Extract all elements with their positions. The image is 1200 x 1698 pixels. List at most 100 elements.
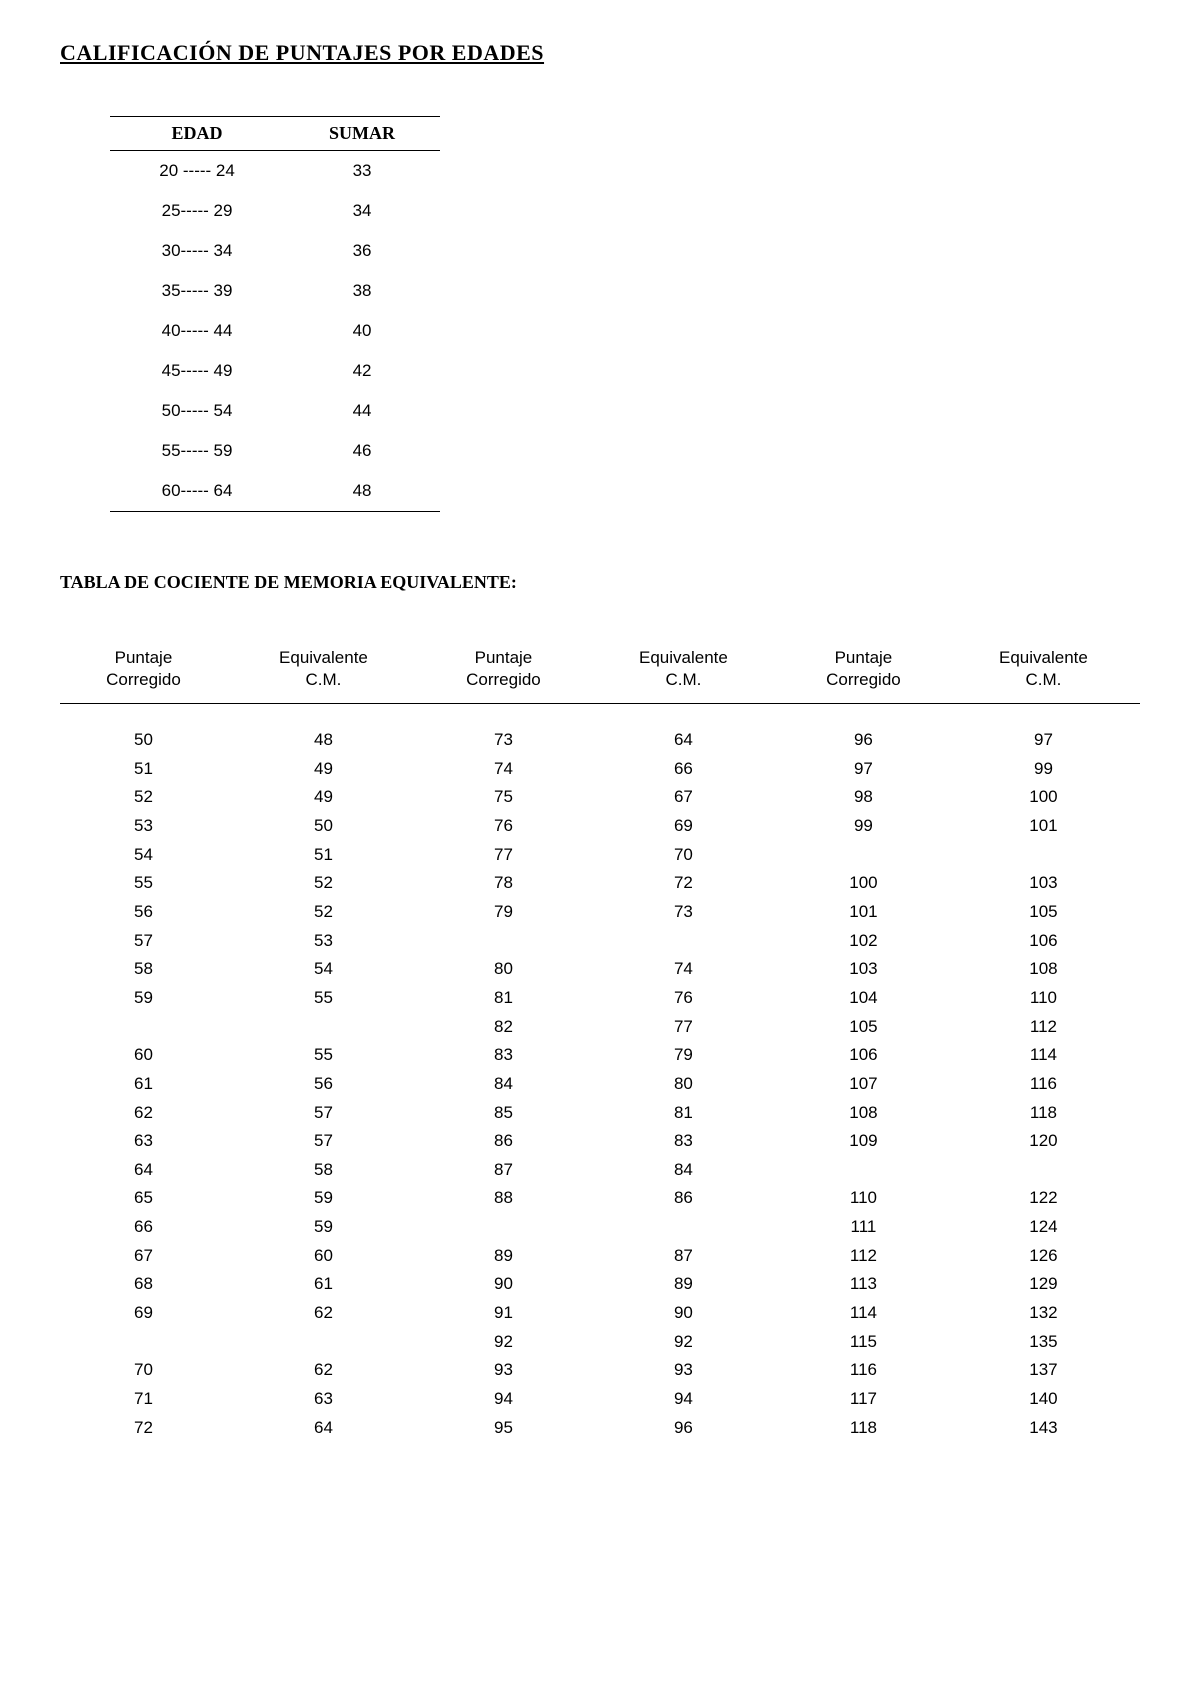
cm-cell: 66 bbox=[587, 755, 780, 784]
cm-cell: 114 bbox=[780, 1299, 947, 1328]
cm-cell: 87 bbox=[420, 1156, 587, 1185]
age-cell-edad: 40----- 44 bbox=[110, 311, 284, 351]
cm-cell: 60 bbox=[227, 1242, 420, 1271]
age-cell-sumar: 48 bbox=[284, 471, 440, 512]
cm-cell: 50 bbox=[227, 812, 420, 841]
cm-cell: 54 bbox=[227, 955, 420, 984]
table-row: 5350766999101 bbox=[60, 812, 1140, 841]
cm-cell: 83 bbox=[587, 1127, 780, 1156]
cm-cell: 51 bbox=[60, 755, 227, 784]
cm-cell: 118 bbox=[780, 1414, 947, 1443]
age-table: EDAD SUMAR 20 ----- 243325----- 293430--… bbox=[110, 116, 440, 512]
cm-cell: 102 bbox=[780, 927, 947, 956]
table-row: 58548074103108 bbox=[60, 955, 1140, 984]
cm-cell: 96 bbox=[780, 726, 947, 755]
cm-cell: 59 bbox=[60, 984, 227, 1013]
cm-cell: 107 bbox=[780, 1070, 947, 1099]
cm-cell: 52 bbox=[227, 898, 420, 927]
cm-cell: 143 bbox=[947, 1414, 1140, 1443]
table-row: 8277105112 bbox=[60, 1013, 1140, 1042]
table-row: 35----- 3938 bbox=[110, 271, 440, 311]
cm-cell: 49 bbox=[227, 783, 420, 812]
cm-cell: 59 bbox=[227, 1184, 420, 1213]
cm-table: PuntajeCorregido EquivalenteC.M. Puntaje… bbox=[60, 643, 1140, 1442]
cm-cell: 64 bbox=[587, 726, 780, 755]
cm-cell: 105 bbox=[947, 898, 1140, 927]
cm-cell: 84 bbox=[420, 1070, 587, 1099]
cm-cell: 132 bbox=[947, 1299, 1140, 1328]
cm-header-2: EquivalenteC.M. bbox=[227, 643, 420, 704]
cm-header-6: EquivalenteC.M. bbox=[947, 643, 1140, 704]
cm-cell: 61 bbox=[227, 1270, 420, 1299]
cm-cell: 63 bbox=[227, 1385, 420, 1414]
cm-cell: 53 bbox=[60, 812, 227, 841]
cm-cell: 90 bbox=[420, 1270, 587, 1299]
cm-cell: 103 bbox=[947, 869, 1140, 898]
cm-cell: 72 bbox=[587, 869, 780, 898]
table-row: 62578581108118 bbox=[60, 1099, 1140, 1128]
cm-cell: 67 bbox=[587, 783, 780, 812]
cm-cell: 100 bbox=[947, 783, 1140, 812]
table-row: 50----- 5444 bbox=[110, 391, 440, 431]
table-row: 5753102106 bbox=[60, 927, 1140, 956]
cm-cell: 101 bbox=[780, 898, 947, 927]
cm-cell bbox=[780, 1156, 947, 1185]
cm-cell bbox=[780, 841, 947, 870]
cm-cell: 62 bbox=[60, 1099, 227, 1128]
cm-cell: 104 bbox=[780, 984, 947, 1013]
age-cell-sumar: 36 bbox=[284, 231, 440, 271]
table-row: 67608987112126 bbox=[60, 1242, 1140, 1271]
cm-cell: 94 bbox=[587, 1385, 780, 1414]
cm-cell: 97 bbox=[947, 726, 1140, 755]
cm-cell: 120 bbox=[947, 1127, 1140, 1156]
cm-cell: 61 bbox=[60, 1070, 227, 1099]
cm-cell: 52 bbox=[227, 869, 420, 898]
age-cell-edad: 25----- 29 bbox=[110, 191, 284, 231]
table-row: 68619089113129 bbox=[60, 1270, 1140, 1299]
cm-cell: 85 bbox=[420, 1099, 587, 1128]
table-row: 9292115135 bbox=[60, 1328, 1140, 1357]
cm-cell: 64 bbox=[60, 1156, 227, 1185]
cm-cell: 73 bbox=[587, 898, 780, 927]
cm-cell: 93 bbox=[587, 1356, 780, 1385]
cm-cell: 116 bbox=[947, 1070, 1140, 1099]
cm-cell: 79 bbox=[420, 898, 587, 927]
table-row: 45----- 4942 bbox=[110, 351, 440, 391]
cm-cell: 56 bbox=[60, 898, 227, 927]
table-row: 25----- 2934 bbox=[110, 191, 440, 231]
cm-cell: 57 bbox=[60, 927, 227, 956]
cm-cell: 73 bbox=[420, 726, 587, 755]
table-row: 504873649697 bbox=[60, 726, 1140, 755]
table-row: 72649596118143 bbox=[60, 1414, 1140, 1443]
cm-cell: 101 bbox=[947, 812, 1140, 841]
cm-header-4: EquivalenteC.M. bbox=[587, 643, 780, 704]
cm-cell: 92 bbox=[587, 1328, 780, 1357]
table-row: 30----- 3436 bbox=[110, 231, 440, 271]
cm-cell: 99 bbox=[780, 812, 947, 841]
cm-cell: 57 bbox=[227, 1099, 420, 1128]
table-row: 59558176104110 bbox=[60, 984, 1140, 1013]
table-row: 60558379106114 bbox=[60, 1041, 1140, 1070]
cm-cell: 76 bbox=[587, 984, 780, 1013]
table-row: 64588784 bbox=[60, 1156, 1140, 1185]
cm-cell: 81 bbox=[587, 1099, 780, 1128]
cm-cell: 112 bbox=[947, 1013, 1140, 1042]
cm-cell: 75 bbox=[420, 783, 587, 812]
table-row: 40----- 4440 bbox=[110, 311, 440, 351]
age-cell-edad: 55----- 59 bbox=[110, 431, 284, 471]
cm-cell: 81 bbox=[420, 984, 587, 1013]
cm-cell: 105 bbox=[780, 1013, 947, 1042]
cm-cell: 114 bbox=[947, 1041, 1140, 1070]
cm-cell: 112 bbox=[780, 1242, 947, 1271]
cm-cell bbox=[947, 1156, 1140, 1185]
table-row: 56527973101105 bbox=[60, 898, 1140, 927]
cm-cell: 64 bbox=[227, 1414, 420, 1443]
cm-cell: 79 bbox=[587, 1041, 780, 1070]
cm-header-1: PuntajeCorregido bbox=[60, 643, 227, 704]
table-row: 60----- 6448 bbox=[110, 471, 440, 512]
cm-cell: 58 bbox=[60, 955, 227, 984]
cm-table-container: PuntajeCorregido EquivalenteC.M. Puntaje… bbox=[60, 643, 1140, 1442]
cm-cell: 98 bbox=[780, 783, 947, 812]
cm-cell: 137 bbox=[947, 1356, 1140, 1385]
table-row: 5249756798100 bbox=[60, 783, 1140, 812]
